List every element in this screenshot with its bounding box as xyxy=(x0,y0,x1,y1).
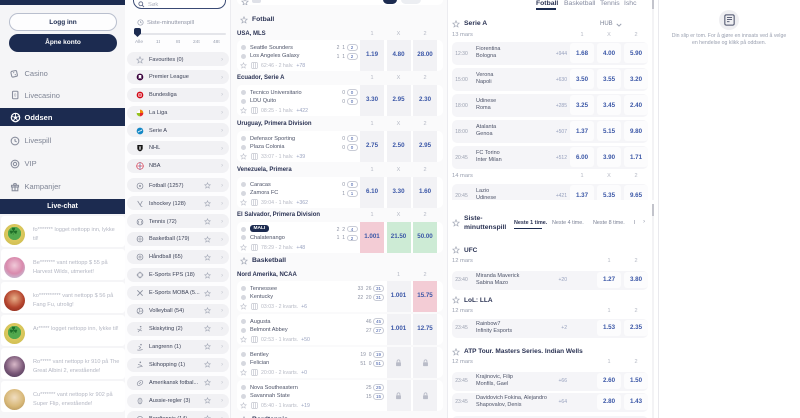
svg-text:0: 0 xyxy=(14,93,17,98)
